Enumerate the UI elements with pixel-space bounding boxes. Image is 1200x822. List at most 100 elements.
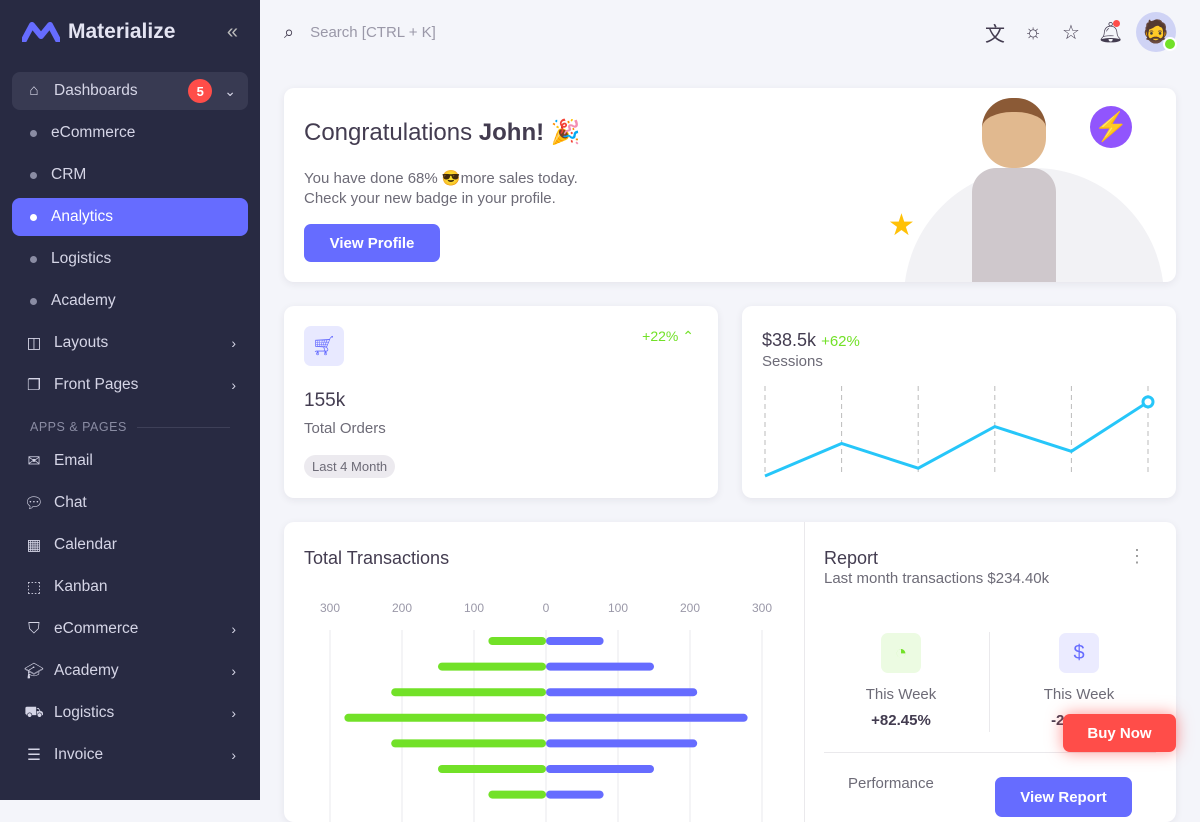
chevron-up-icon: ⌃ bbox=[682, 328, 694, 344]
sidebar-item-ecommerce[interactable]: ⛉ eCommerce › bbox=[12, 610, 248, 648]
calendar-icon: ▦ bbox=[26, 536, 42, 554]
brand-name: Materialize bbox=[68, 20, 176, 43]
sidebar-item-label: Academy bbox=[51, 292, 116, 309]
bar bbox=[391, 688, 546, 697]
character-illustration bbox=[964, 98, 1064, 282]
mail-icon: ✉ bbox=[27, 452, 41, 470]
graduation-cap-icon: 🎓︎ bbox=[24, 662, 44, 680]
bell-icon[interactable]: 🔔︎ bbox=[1098, 19, 1124, 44]
tick-label: 200 bbox=[392, 601, 412, 615]
dot-icon bbox=[30, 255, 37, 263]
sidebar-item-label: Kanban bbox=[54, 578, 108, 595]
sessions-label: Sessions bbox=[762, 353, 823, 370]
sidebar-item-dashboards[interactable]: ⌂ Dashboards 5 ⌄ bbox=[12, 72, 248, 110]
sidebar-item-calendar[interactable]: ▦ Calendar bbox=[12, 526, 248, 564]
star-icon[interactable]: ☆ bbox=[1062, 21, 1080, 44]
sidebar-item-label: eCommerce bbox=[51, 124, 136, 141]
bar bbox=[438, 662, 546, 671]
stat-label: This Week bbox=[865, 686, 937, 703]
avatar[interactable]: 🧔 bbox=[1136, 12, 1177, 52]
tick-label: 100 bbox=[464, 601, 484, 615]
report-title: Report bbox=[824, 548, 879, 568]
sidebar-item-layouts[interactable]: ◫ Layouts › bbox=[12, 324, 248, 362]
sun-icon[interactable]: ☼ bbox=[1023, 20, 1043, 43]
sessions-line bbox=[764, 400, 1149, 478]
sidebar-item-ecommerce[interactable]: eCommerce bbox=[12, 114, 248, 152]
sidebar-item-label: Dashboards bbox=[54, 82, 138, 99]
bar bbox=[546, 713, 748, 722]
view-report-button[interactable]: View Report bbox=[995, 777, 1132, 817]
home-icon: ⌂ bbox=[29, 82, 39, 99]
chevron-right-icon: › bbox=[231, 663, 236, 679]
notification-badge: 5 bbox=[188, 79, 213, 103]
sidebar-item-analytics[interactable]: Analytics bbox=[12, 198, 248, 236]
tick-label: 100 bbox=[608, 601, 628, 615]
more-vertical-icon[interactable]: ⋮ bbox=[1128, 546, 1146, 566]
materialize-logo-icon bbox=[22, 22, 60, 42]
chevron-right-icon: › bbox=[231, 335, 236, 351]
files-icon: ❐ bbox=[27, 376, 41, 394]
sidebar-item-front-pages[interactable]: ❐ Front Pages › bbox=[12, 366, 248, 404]
sidebar-item-academy[interactable]: 🎓︎ Academy › bbox=[12, 652, 248, 690]
dot-icon bbox=[30, 213, 37, 221]
chevron-right-icon: › bbox=[231, 621, 236, 637]
pie-chart-icon: ◔ bbox=[881, 633, 921, 673]
transactions-title: Total Transactions bbox=[304, 548, 450, 568]
sidebar-item-label: Invoice bbox=[54, 746, 104, 763]
stat-label: This Week bbox=[1043, 686, 1115, 703]
welcome-line1: You have done 68% 😎more sales today. bbox=[304, 170, 578, 187]
orders-value: 155k bbox=[304, 390, 346, 411]
sidebar-item-label: Calendar bbox=[54, 536, 117, 553]
dot-icon bbox=[30, 171, 37, 179]
bar bbox=[546, 765, 654, 773]
sidebar-item-label: Academy bbox=[54, 662, 119, 679]
invoice-icon: ☰ bbox=[27, 746, 41, 764]
kanban-icon: ⬚ bbox=[26, 578, 42, 596]
sidebar-item-logistics[interactable]: Logistics bbox=[12, 240, 248, 278]
search-input[interactable]: Search [CTRL + K] bbox=[310, 23, 436, 41]
sidebar-item-kanban[interactable]: ⬚ Kanban bbox=[12, 568, 248, 606]
sidebar-item-email[interactable]: ✉ Email bbox=[12, 442, 248, 480]
sidebar-item-invoice[interactable]: ☰ Invoice › bbox=[12, 736, 248, 774]
truck-icon: ⛟ bbox=[24, 704, 44, 721]
welcome-line2: Check your new badge in your profile. bbox=[304, 190, 556, 207]
bar bbox=[546, 739, 698, 748]
section-header: APPS & PAGES bbox=[12, 420, 248, 434]
sessions-value: $38.5k +62% bbox=[762, 330, 860, 350]
welcome-title: Congratulations John! 🎉 bbox=[304, 119, 581, 146]
report-subtitle: Last month transactions $234.40k bbox=[824, 570, 1050, 587]
sidebar-item-label: Front Pages bbox=[54, 376, 139, 393]
search-icon[interactable]: ⌕ bbox=[284, 21, 295, 42]
bar bbox=[546, 688, 698, 697]
sidebar-item-academy[interactable]: Academy bbox=[12, 282, 248, 320]
sidebar-item-chat[interactable]: 💬︎ Chat bbox=[12, 484, 248, 522]
brand[interactable]: Materialize « bbox=[0, 0, 260, 64]
sidebar-item-logistics[interactable]: ⛟ Logistics › bbox=[12, 694, 248, 732]
sessions-line-chart bbox=[764, 386, 1155, 478]
bar bbox=[344, 713, 546, 722]
star-illustration-icon: ★ bbox=[888, 209, 915, 242]
chevron-right-icon: › bbox=[231, 747, 236, 763]
bar bbox=[546, 662, 654, 671]
bar bbox=[391, 739, 546, 748]
dot-icon bbox=[30, 129, 37, 137]
buy-now-button[interactable]: Buy Now bbox=[1063, 714, 1176, 752]
sidebar-item-label: Logistics bbox=[54, 704, 115, 721]
lightning-badge-icon: ⚡ bbox=[1090, 106, 1132, 148]
sidebar-item-crm[interactable]: CRM bbox=[12, 156, 248, 194]
orders-label: Total Orders bbox=[304, 420, 386, 437]
view-profile-button[interactable]: View Profile bbox=[304, 224, 440, 262]
translate-icon[interactable]: 文 bbox=[985, 23, 1005, 46]
sidebar-item-label: Analytics bbox=[51, 208, 114, 225]
sidebar-item-label: Logistics bbox=[51, 250, 112, 267]
bar bbox=[438, 765, 546, 773]
bar bbox=[488, 790, 546, 799]
sidebar-item-label: CRM bbox=[51, 166, 87, 183]
chevron-down-icon: ⌄ bbox=[224, 82, 236, 99]
last-point bbox=[1141, 395, 1155, 409]
chevrons-left-icon[interactable]: « bbox=[226, 20, 238, 43]
tick-label: 300 bbox=[752, 601, 772, 615]
layout-icon: ◫ bbox=[26, 334, 42, 352]
tick-label: 200 bbox=[680, 601, 700, 615]
sidebar: Materialize « ⌂ Dashboards 5 ⌄ eCommerce… bbox=[0, 0, 260, 800]
